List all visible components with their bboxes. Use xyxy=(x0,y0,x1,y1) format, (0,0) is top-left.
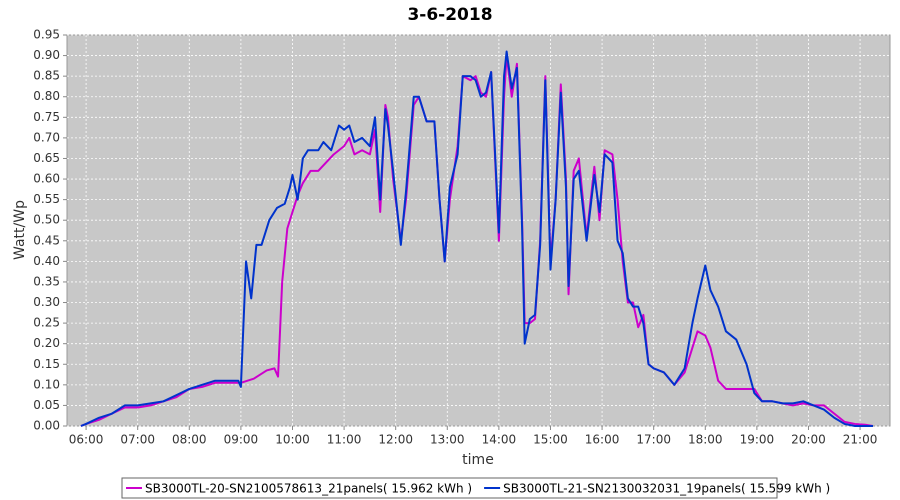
x-axis-label: time xyxy=(462,452,494,468)
y-tick-label: 0.20 xyxy=(33,336,60,350)
y-tick-label: 0.95 xyxy=(33,28,60,42)
x-tick-label: 12:00 xyxy=(378,433,413,447)
y-tick-label: 0.05 xyxy=(33,398,60,412)
y-tick-label: 0.90 xyxy=(33,48,60,62)
x-tick-label: 10:00 xyxy=(275,433,310,447)
y-tick-label: 0.70 xyxy=(33,130,60,144)
y-tick-label: 0.45 xyxy=(33,233,60,247)
x-tick-label: 18:00 xyxy=(688,433,723,447)
y-axis-label: Watt/Wp xyxy=(12,200,28,260)
x-tick-label: 11:00 xyxy=(327,433,362,447)
y-tick-label: 0.00 xyxy=(33,419,60,433)
x-tick-label: 16:00 xyxy=(585,433,620,447)
plot-area xyxy=(66,34,891,427)
y-tick-label: 0.55 xyxy=(33,192,60,206)
y-tick-label: 0.50 xyxy=(33,213,60,227)
y-tick-label: 0.60 xyxy=(33,172,60,186)
y-tick-label: 0.40 xyxy=(33,254,60,268)
x-tick-label: 14:00 xyxy=(482,433,517,447)
y-tick-label: 0.80 xyxy=(33,89,60,103)
y-tick-label: 0.25 xyxy=(33,316,60,330)
y-tick-label: 0.75 xyxy=(33,110,60,124)
legend-label: SB3000TL-21-SN2130032031_19panels( 15.59… xyxy=(503,482,830,496)
x-tick-label: 13:00 xyxy=(430,433,465,447)
x-tick-label: 20:00 xyxy=(791,433,826,447)
x-tick-label: 19:00 xyxy=(740,433,775,447)
y-tick-label: 0.35 xyxy=(33,274,60,288)
y-tick-label: 0.85 xyxy=(33,69,60,83)
y-tick-label: 0.10 xyxy=(33,377,60,391)
y-tick-label: 0.30 xyxy=(33,295,60,309)
x-tick-label: 08:00 xyxy=(172,433,207,447)
y-tick-label: 0.65 xyxy=(33,151,60,165)
x-tick-label: 09:00 xyxy=(224,433,259,447)
x-tick-label: 06:00 xyxy=(69,433,104,447)
y-tick-label: 0.15 xyxy=(33,357,60,371)
x-tick-label: 17:00 xyxy=(636,433,671,447)
x-tick-label: 07:00 xyxy=(120,433,155,447)
x-tick-label: 15:00 xyxy=(533,433,568,447)
chart-title: 3-6-2018 xyxy=(407,5,492,25)
legend xyxy=(121,477,778,499)
legend-label: SB3000TL-20-SN2100578613_21panels( 15.96… xyxy=(145,482,472,496)
x-tick-label: 21:00 xyxy=(843,433,878,447)
series-line xyxy=(80,50,873,427)
